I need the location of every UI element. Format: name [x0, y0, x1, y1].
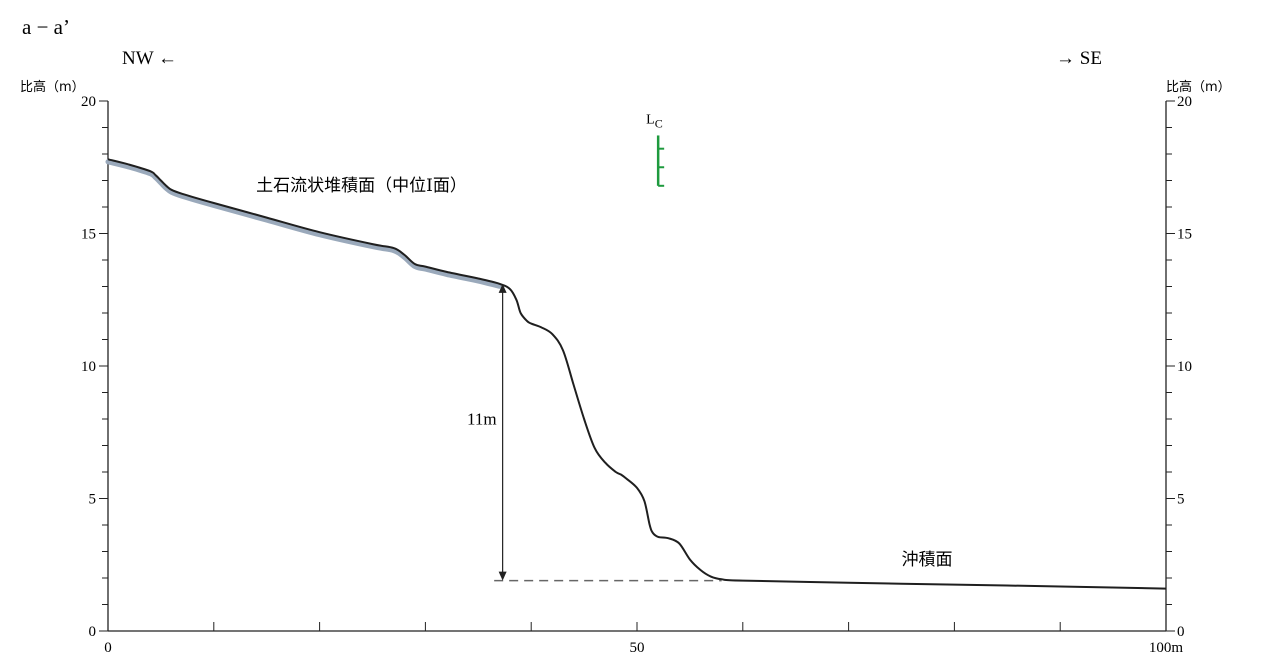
- y-axis-label-left: 比高（m）: [20, 79, 85, 95]
- y-axis-left: 0 5 10 15 20: [81, 94, 108, 640]
- y-tick-label-right: 5: [1177, 492, 1185, 508]
- y-tick-label-left: 15: [81, 227, 96, 243]
- y-tick-label-right: 15: [1177, 227, 1192, 243]
- y-tick-label-right: 0: [1177, 624, 1185, 640]
- y-tick-label-left: 10: [81, 359, 96, 375]
- height-arrow-head-top: [498, 283, 507, 293]
- lc-terrace-marker: [656, 135, 665, 187]
- chart-title: a − a’: [22, 15, 70, 39]
- direction-left-label: NW ←: [122, 48, 177, 69]
- direction-right-label: → SE: [1056, 48, 1102, 69]
- y-axis-right: 0 5 10 15 20: [1166, 94, 1192, 640]
- x-tick-label: 50: [630, 640, 645, 656]
- lower-surface-label: 沖積面: [902, 550, 953, 569]
- y-tick-label-right: 10: [1177, 359, 1192, 375]
- lc-marker-label: LC: [646, 112, 663, 130]
- y-tick-label-left: 5: [89, 492, 97, 508]
- height-difference-label: 11m: [467, 409, 497, 428]
- upper-surface-label: 土石流状堆積面（中位Ⅰ面）: [256, 176, 467, 195]
- x-axis: 0 50 100m: [104, 622, 1183, 656]
- x-tick-label: 0: [104, 640, 112, 656]
- y-tick-label-left: 0: [89, 624, 97, 640]
- y-axis-label-right: 比高（m）: [1166, 79, 1231, 95]
- lc-marker-label-main: L: [646, 112, 655, 127]
- x-tick-label: 100m: [1149, 640, 1184, 656]
- height-arrow-head-bottom: [498, 571, 507, 581]
- height-difference-arrow: [498, 283, 507, 581]
- profile-line: [107, 158, 1167, 590]
- y-tick-label-left: 20: [81, 94, 96, 110]
- lc-marker-label-sub: C: [655, 116, 663, 130]
- upper-surface-shading: [105, 159, 502, 289]
- y-tick-label-right: 20: [1177, 94, 1192, 110]
